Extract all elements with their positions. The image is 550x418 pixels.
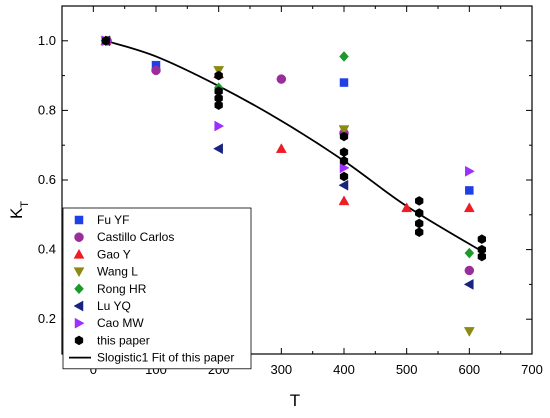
legend-label-castillo-carlos: Castillo Carlos xyxy=(97,230,174,244)
data-point-lu-yq xyxy=(463,278,474,290)
legend-marker-wang-l xyxy=(73,267,85,278)
data-point-gao-y xyxy=(401,202,413,213)
legend-label-wang-l: Wang L xyxy=(97,265,138,279)
y-tick-label: 0.4 xyxy=(38,242,56,257)
data-point-castillo-carlos xyxy=(464,265,475,276)
data-point-this-paper xyxy=(339,171,349,182)
y-tick-label: 0.6 xyxy=(38,172,56,187)
y-tick-label: 0.2 xyxy=(38,311,56,326)
data-point-this-paper xyxy=(214,70,223,81)
legend: Fu YF Castillo Carlos Gao Y Wang L Rong HR Lu… xyxy=(62,207,252,370)
data-point-cao-mw xyxy=(465,165,475,177)
data-points-layer xyxy=(100,35,487,337)
data-point-castillo-carlos xyxy=(276,74,287,84)
data-point-this-paper xyxy=(415,196,424,206)
data-point-fu-yf xyxy=(339,78,349,87)
data-point-lu-yq xyxy=(213,143,223,155)
data-point-lu-yq xyxy=(338,179,349,191)
x-tick-label: 700 xyxy=(521,362,543,377)
data-point-this-paper xyxy=(477,251,487,262)
legend-marker-rong-hr xyxy=(74,283,84,295)
legend-label-fit: Slogistic1 Fit of this paper xyxy=(97,351,234,365)
data-point-rong-hr xyxy=(464,247,475,259)
legend-label-lu-yq: Lu YQ xyxy=(97,299,131,313)
data-point-wang-l xyxy=(463,327,475,337)
legend-label-this-paper: this paper xyxy=(97,333,150,347)
x-tick-label: 300 xyxy=(270,362,292,377)
x-tick-label: 0 xyxy=(90,362,97,377)
data-point-this-paper xyxy=(339,156,349,166)
data-point-this-paper xyxy=(214,100,223,110)
legend-label-fu-yf: Fu YF xyxy=(97,213,129,227)
legend-label-cao-mw: Cao MW xyxy=(97,316,144,330)
legend-marker-fu-yf xyxy=(74,215,84,225)
y-axis-title: KT xyxy=(7,201,31,219)
x-tick-label: 600 xyxy=(458,362,480,377)
legend-label-rong-hr: Rong HR xyxy=(97,282,147,296)
legend-marker-this-paper xyxy=(74,335,84,346)
x-tick-label: 500 xyxy=(396,362,418,377)
data-point-castillo-carlos xyxy=(151,65,161,76)
x-tick-label: 400 xyxy=(333,362,355,377)
data-point-this-paper xyxy=(339,147,349,157)
data-point-this-paper xyxy=(477,234,487,244)
legend-marker-castillo-carlos xyxy=(74,232,84,242)
data-point-this-paper xyxy=(101,36,111,46)
data-point-this-paper xyxy=(415,218,424,229)
data-point-gao-y xyxy=(463,202,475,213)
data-point-fu-yf xyxy=(465,186,474,195)
data-point-this-paper xyxy=(339,131,349,142)
data-point-gao-y xyxy=(275,143,287,153)
legend-box xyxy=(62,207,252,370)
data-point-cao-mw xyxy=(214,120,225,132)
legend-label-gao-y: Gao Y xyxy=(97,247,131,261)
data-point-this-paper xyxy=(415,227,424,237)
legend-marker-lu-yq xyxy=(73,300,84,312)
data-point-rong-hr xyxy=(339,51,349,62)
data-point-this-paper xyxy=(415,208,424,218)
legend-marker-gao-y xyxy=(73,248,85,259)
y-tick-label: 0.8 xyxy=(38,102,56,117)
legend-marker-cao-mw xyxy=(74,317,85,329)
data-point-gao-y xyxy=(338,195,350,206)
y-tick-label: 1.0 xyxy=(38,33,56,48)
data-point-wang-l xyxy=(338,125,350,136)
x-axis-title: T xyxy=(290,391,300,410)
